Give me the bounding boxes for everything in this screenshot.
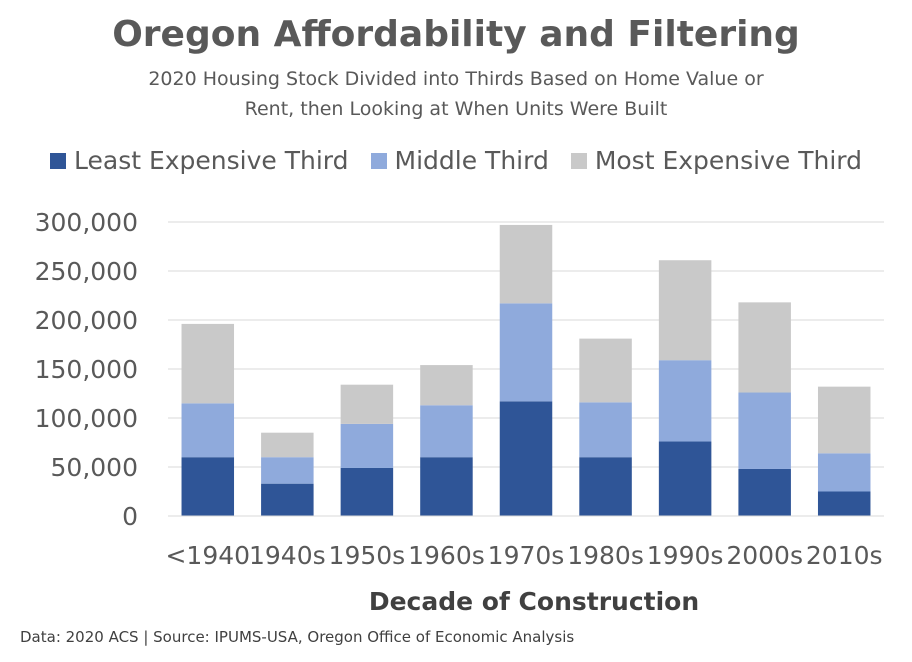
bar-least-1: [261, 483, 314, 516]
x-tick-label: 2000s: [726, 541, 803, 570]
chart-subtitle-line-1: 2020 Housing Stock Divided into Thirds B…: [148, 68, 764, 90]
x-axis-title: Decade of Construction: [369, 587, 699, 616]
bar-least-0: [181, 457, 235, 516]
bar-least-4: [499, 401, 553, 516]
chart-footnote: Data: 2020 ACS | Source: IPUMS-USA, Oreg…: [20, 628, 575, 646]
bar-middle-0: [181, 403, 235, 458]
y-tick-label: 300,000: [35, 208, 138, 237]
y-tick-label: 50,000: [51, 453, 138, 482]
chart-legend: Least Expensive Third Middle Third Most …: [0, 146, 912, 175]
legend-swatch-most-expensive: [570, 152, 587, 169]
bar-most-6: [658, 260, 712, 361]
y-tick-label: 150,000: [35, 355, 138, 384]
bar-most-1: [261, 432, 314, 458]
chart-title: Oregon Affordability and Filtering: [112, 14, 800, 55]
bar-least-2: [340, 467, 394, 516]
x-tick-label: 1980s: [567, 541, 644, 570]
bar-most-0: [181, 323, 235, 404]
x-tick-label: 1950s: [329, 541, 406, 570]
x-tick-label: 1990s: [647, 541, 724, 570]
bar-middle-3: [420, 405, 473, 458]
bar-middle-7: [738, 392, 791, 469]
y-tick-label: 0: [122, 502, 138, 531]
legend-item-least-expensive: Least Expensive Third: [50, 146, 349, 175]
bar-least-8: [817, 491, 871, 516]
bar-most-2: [340, 384, 394, 424]
x-tick-label: 1960s: [408, 541, 485, 570]
bar-middle-5: [579, 402, 632, 458]
y-tick-label: 100,000: [35, 404, 138, 433]
legend-item-middle: Middle Third: [370, 146, 549, 175]
bar-middle-4: [499, 303, 553, 402]
bar-most-7: [738, 302, 791, 393]
bar-most-3: [420, 365, 473, 406]
bar-least-7: [738, 468, 791, 516]
bar-most-5: [579, 338, 632, 403]
x-tick-label: 2010s: [806, 541, 883, 570]
bar-least-5: [579, 457, 632, 516]
bar-middle-6: [658, 360, 712, 442]
legend-label-middle: Middle Third: [394, 146, 549, 175]
legend-item-most-expensive: Most Expensive Third: [570, 146, 862, 175]
x-tick-label: <1940: [165, 541, 250, 570]
bar-most-8: [817, 386, 871, 454]
bar-most-4: [499, 224, 553, 304]
bar-least-6: [658, 441, 712, 516]
legend-label-least-expensive: Least Expensive Third: [74, 146, 349, 175]
x-tick-label: 1940s: [249, 541, 326, 570]
legend-label-most-expensive: Most Expensive Third: [594, 146, 862, 175]
x-tick-label: 1970s: [488, 541, 565, 570]
legend-swatch-least-expensive: [50, 152, 66, 169]
y-tick-label: 200,000: [35, 306, 138, 335]
bar-middle-2: [340, 423, 394, 468]
chart-subtitle-line-2: Rent, then Looking at When Units Were Bu…: [244, 98, 668, 120]
bar-middle-1: [261, 457, 314, 484]
y-tick-label: 250,000: [35, 257, 138, 286]
bar-middle-8: [817, 453, 871, 492]
legend-swatch-middle: [370, 152, 387, 169]
bar-least-3: [420, 457, 473, 516]
